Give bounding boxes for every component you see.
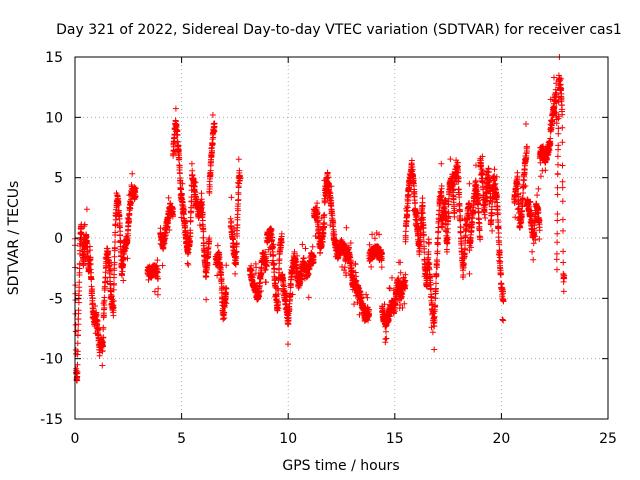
y-axis-label: SDTVAR / TECUs <box>6 181 22 296</box>
y-tick-label: 10 <box>45 110 63 126</box>
y-tick-label: 5 <box>54 171 63 187</box>
x-tick-label: 20 <box>492 431 510 447</box>
axis-ticks: 0 5 10 15 20 25 -15 -10 -5 0 5 10 15 <box>40 50 617 447</box>
x-tick-label: 0 <box>71 431 80 447</box>
y-tick-label: -5 <box>49 291 63 307</box>
x-axis-label: GPS time / hours <box>282 458 399 474</box>
x-tick-label: 25 <box>599 431 617 447</box>
chart-title: Day 321 of 2022, Sidereal Day-to-day VTE… <box>56 22 622 38</box>
plus-marker-series <box>72 54 568 384</box>
y-tick-label: -15 <box>40 412 63 428</box>
y-tick-label: -10 <box>40 352 63 368</box>
data-points <box>72 54 568 384</box>
y-tick-label: 0 <box>54 231 63 247</box>
x-tick-label: 15 <box>386 431 404 447</box>
x-tick-label: 10 <box>279 431 297 447</box>
y-tick-label: 15 <box>45 50 63 66</box>
x-tick-label: 5 <box>177 431 186 447</box>
